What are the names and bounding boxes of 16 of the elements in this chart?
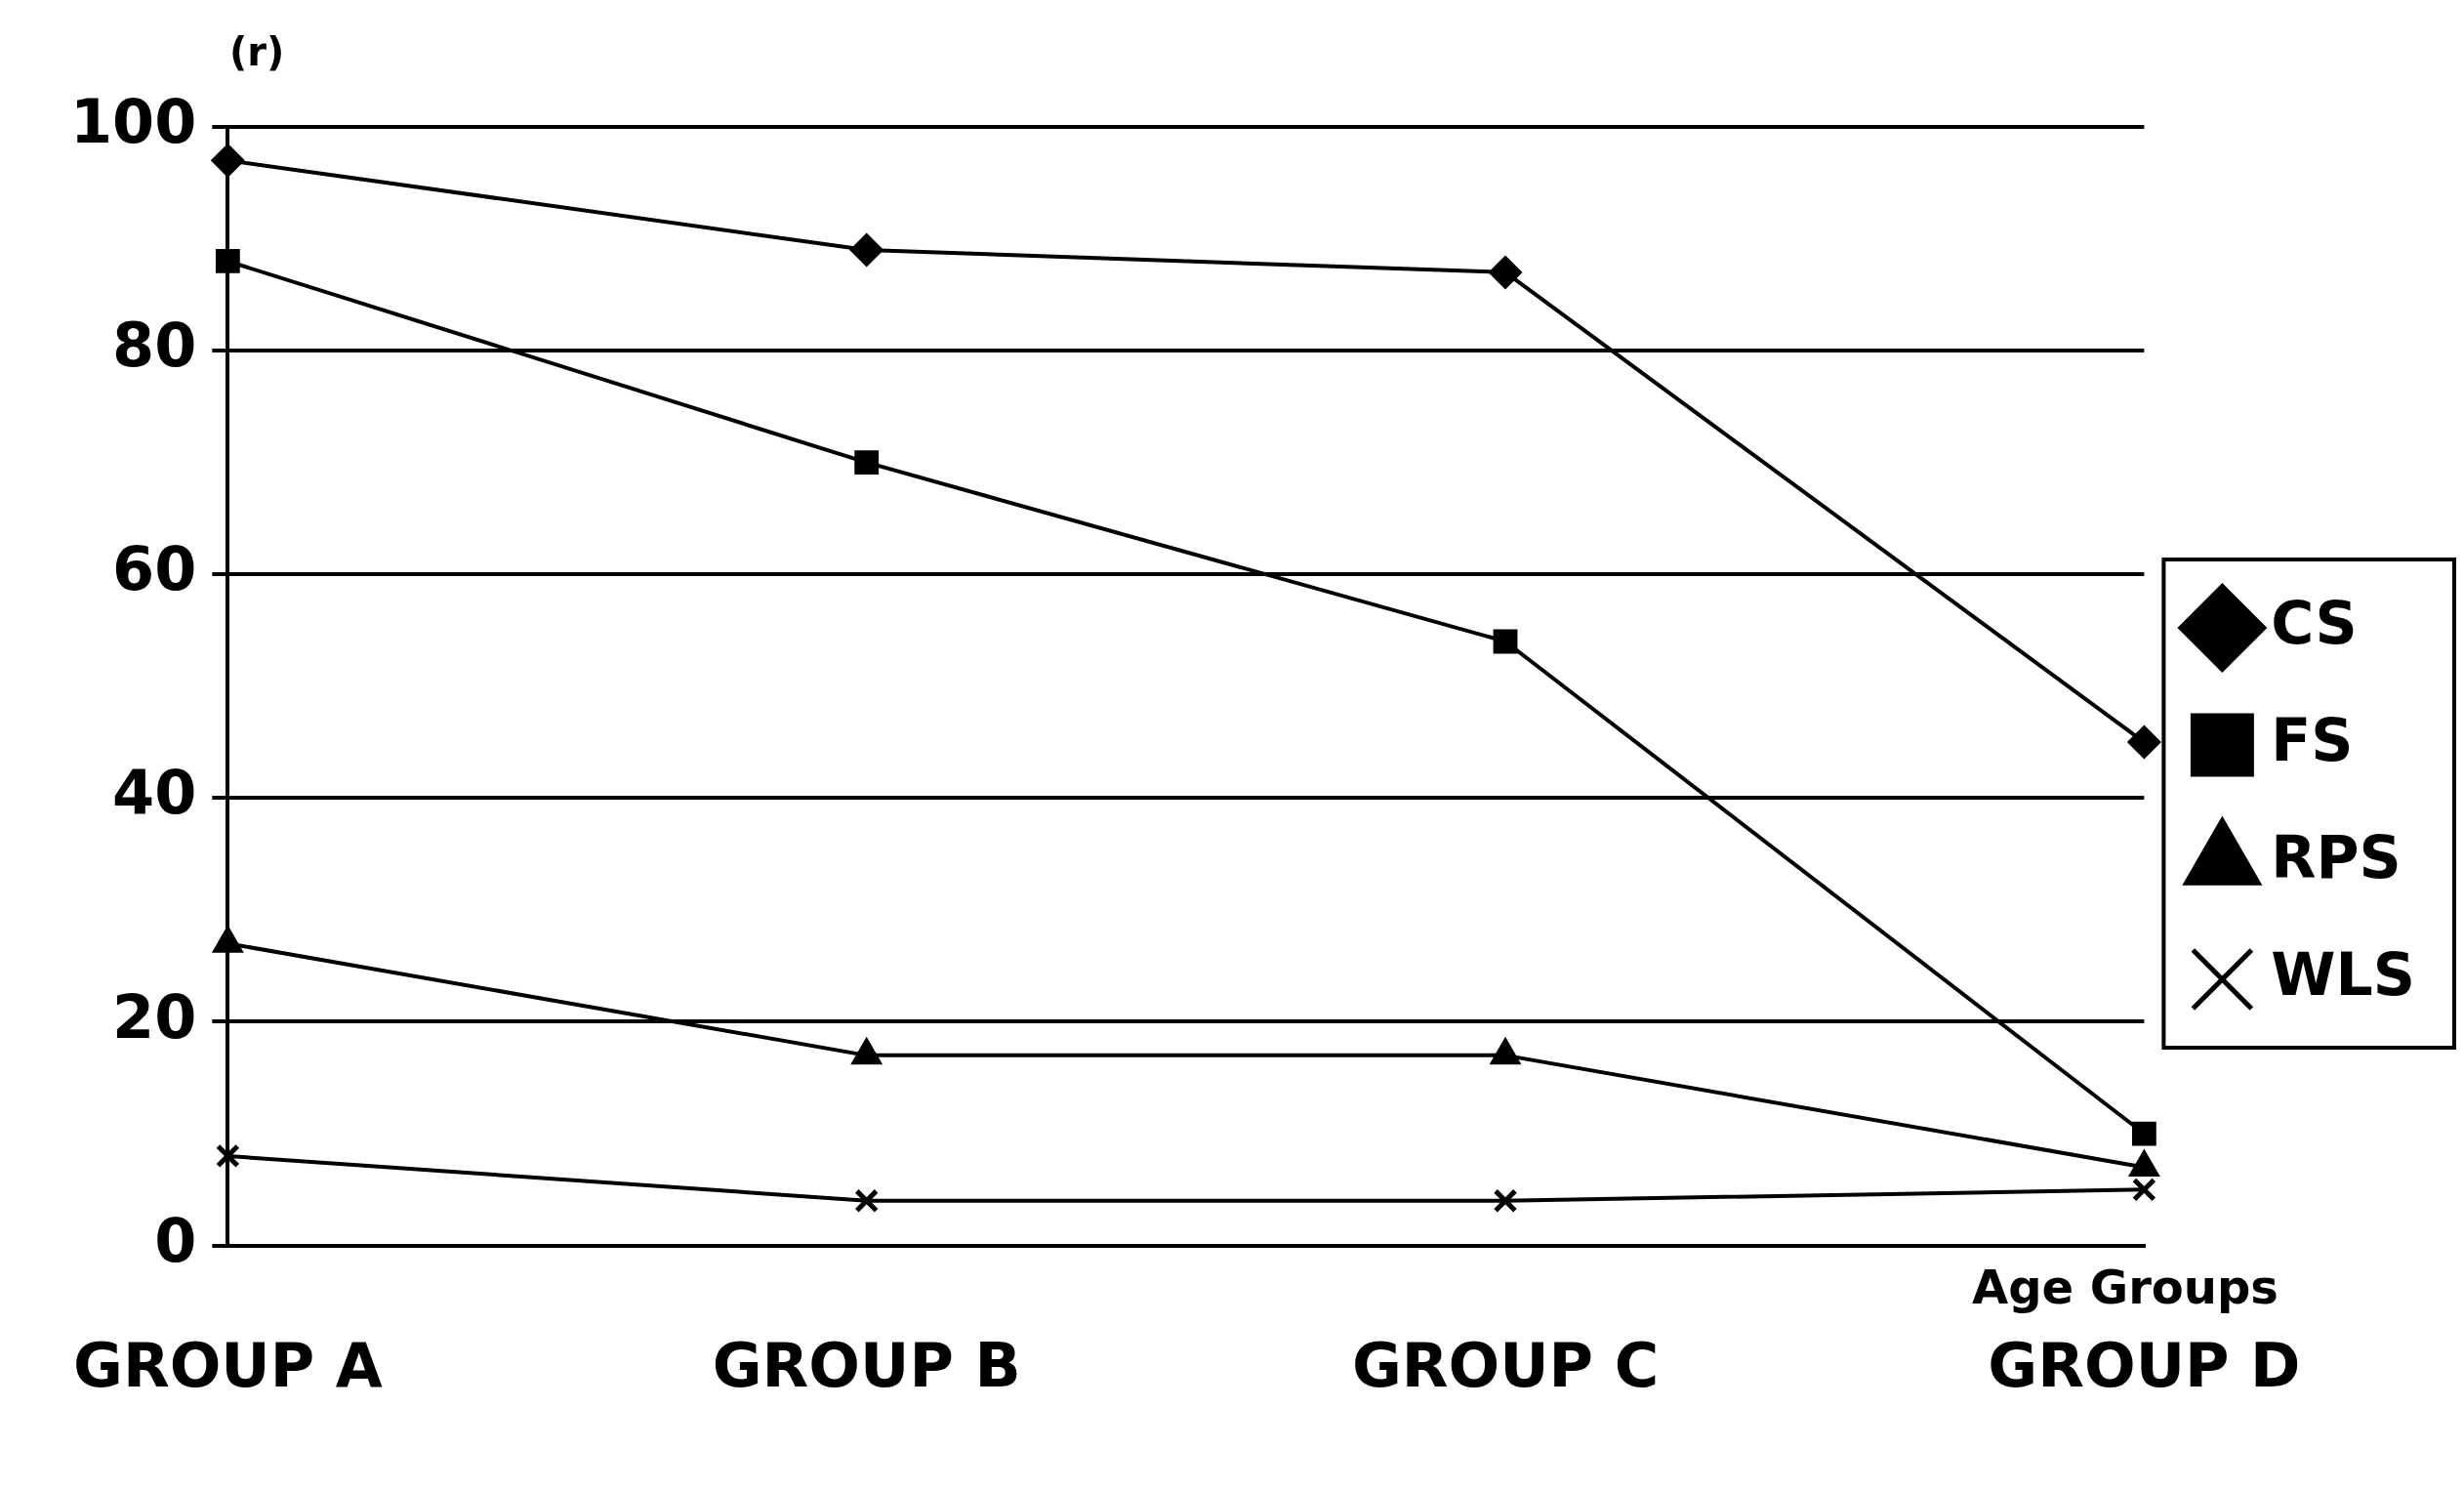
y-tick-label: 100 [69,86,197,158]
legend-label: CS [2271,588,2358,657]
x-tick-label: GROUP A [72,1329,383,1401]
y-axis-title: (r) [229,29,285,74]
x-tick-label: GROUP C [1351,1329,1660,1401]
y-tick-label: 40 [112,757,197,829]
x-tick-label: GROUP D [1988,1329,2301,1401]
y-tick-label: 0 [154,1204,197,1276]
legend-label: RPS [2271,822,2402,891]
x-tick-label: GROUP B [712,1329,1021,1401]
legend-label: FS [2271,705,2354,774]
y-tick-label: 20 [112,980,197,1053]
y-tick-label: 60 [112,533,197,605]
x-axis-title: Age Groups [1972,1260,2279,1314]
legend-label: WLS [2271,939,2416,1009]
y-tick-label: 80 [112,310,197,382]
